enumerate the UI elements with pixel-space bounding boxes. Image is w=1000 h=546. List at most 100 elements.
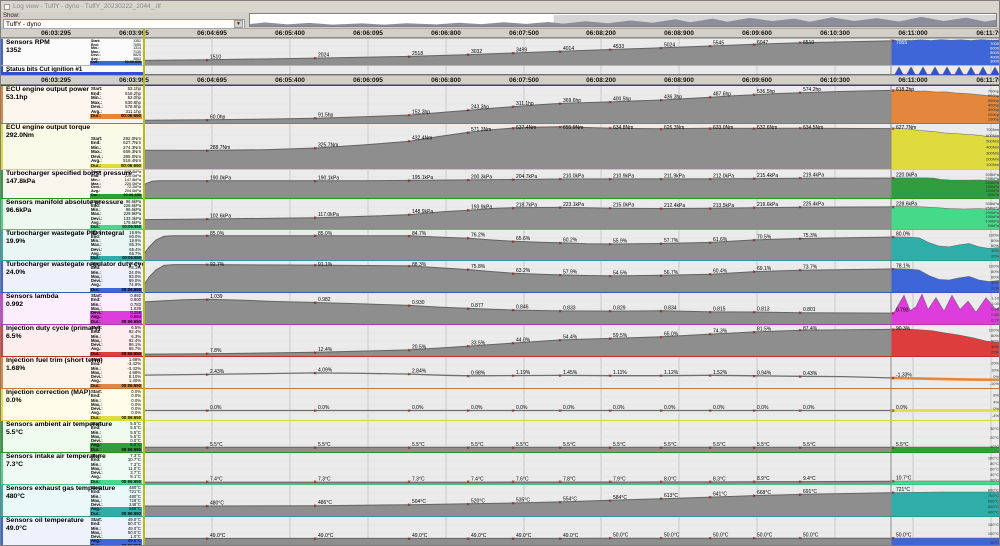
sample-marker: × [892,479,895,484]
sample-value-label: 1.19% [516,370,531,376]
log-overview-strip[interactable] [249,13,997,27]
sample-marker: × [512,341,515,347]
axis-scale-label: 4% [993,399,999,404]
time-tick-label: 06:06:095 [353,30,383,37]
toolbar: Show: TuffY - dyno ▼ [1,12,999,29]
sample-marker: × [408,348,411,354]
sample-value-label: 637.4Nm [516,125,536,131]
axis-scale-label: 300kPa [985,201,999,206]
sample-marker: × [559,500,562,506]
channel-row-injduty: Injection duty cycle (primary) 6.5% Start:… [1,324,999,356]
stat-end: End: 627.7Nm [91,140,141,146]
channel-chart-correction[interactable]: ×0.0%×0.0%×0.0%×0.0%×0.0%×0.0%×0.0%×0.0%… [144,389,999,420]
channel-label-rpm[interactable]: Sensors RPM 1352 Start: 1352 End: 7055 Min.: 13… [1,39,144,65]
sample-value-label: 487.6hp [713,92,731,98]
channel-chart-map[interactable]: ×102.6kPa ×117.0kPa ×148.9kPa ×193.9kPa ×218… [144,199,999,229]
time-ruler-mid[interactable]: 06:03:295 06:03:995 06:04:695 06:05:400 06:0… [1,75,999,85]
sample-value-label: 5.5°C [210,442,223,448]
sample-marker: × [753,206,756,212]
time-tick-label: 06:04:695 [197,77,227,84]
channel-label-correction[interactable]: Injection correction (MAP) 0.0% Start: 0.0%… [1,389,144,420]
sample-value-label: 5.5°C [516,442,529,448]
channel-label-lambda[interactable]: Sensors lambda 0.992 Start: 0.992 End: 0.800 M… [1,293,144,324]
stat-devi: Devi.: 0.0% [91,406,141,412]
sample-marker: × [709,495,712,501]
axis-scale-label: 0.90 [991,307,999,312]
sample-marker: × [559,373,562,379]
channel-chart-power[interactable]: ×60.0hp ×91.5hp ×152.3hp ×243.3hp ×311.1hp ×3… [144,86,999,123]
sample-value-label: 0.0% [757,405,769,411]
axis-scale-label: 800°C [988,488,999,493]
sample-marker: × [206,297,209,303]
channel-chart-intake[interactable]: × 7.4°C × 7.3°C × 7.3°C × 7.4°C × 7.6°C ×7.8°C×7.9… [144,453,999,484]
time-cursor[interactable] [143,28,145,545]
sample-marker: × [206,148,209,154]
sample-marker: × [660,374,663,380]
sample-marker: × [609,536,612,542]
stat-max: Max.: 92.4% [91,337,141,343]
channel-chart-ambient[interactable]: ×5.5°C×5.5°C×5.5°C×5.5°C×5.5°C×5.5°C×5.5… [144,421,999,452]
stat-devi: Devi.: 385.0Nm [91,153,141,159]
channel-chart-lambda[interactable]: ×1.039×0.982×0.930×0.877×0.846×0.833×0.8… [144,293,999,324]
channel-label-power[interactable]: ECU engine output power 53.1hp Start: 53.1h… [1,86,144,123]
sample-value-label: 634.5Nm [803,125,823,131]
chevron-down-icon[interactable]: ▼ [234,20,243,28]
channel-label-ambient[interactable]: Sensors ambient air temperature 5.5°C Star… [1,421,144,452]
channel-label-wgduty[interactable]: Turbocharger wastegate regulator duty cy… [1,261,144,292]
channel-chart-oil[interactable]: ×49.0°C×49.0°C×49.0°C×49.0°C×49.0°C×49.0… [144,517,999,546]
sample-marker: × [206,536,209,542]
time-tick-label: 06:11:700 [976,30,999,37]
stat-avg: Avg.: 65.7% [91,346,141,352]
time-ruler-top[interactable]: 06:03:295 06:03:995 06:04:695 06:05:400 06:0… [1,28,999,38]
stat-avg: Avg.: 5.5°C [90,442,142,448]
sample-marker: × [709,332,712,338]
channel-chart-status[interactable] [144,66,999,75]
channel-label-fueltrim[interactable]: Injection fuel trim (short term) 1.68% Sta… [1,357,144,388]
sample-marker: × [753,270,756,276]
channel-label-status[interactable]: Status bits Cut ignition #10 [1,66,144,75]
channel-label-intake[interactable]: Sensors intake air temperature 7.3°C Start… [1,453,144,484]
sample-marker: × [799,176,802,182]
channel-chart-injduty[interactable]: ×7.8% ×12.4% ×20.5% ×33.5% ×44.0% ×54.4% ×59.5… [144,325,999,356]
stat-start: Start: 147.8kPa [91,170,141,174]
channel-chart-torque[interactable]: ×288.7Nm ×325.7Nm×432.4Nm×571.3Nm × 637.4Nm… [144,124,999,169]
channel-label-map[interactable]: Sensors manifold absolute pressure 96.6kP… [1,199,144,229]
sample-value-label: 54.5% [613,270,628,276]
channel-label-pid[interactable]: Turbocharger wastegate PID integral 19.9%… [1,230,144,260]
channel-chart-boost[interactable]: ×190.0kPa×190.1kPa×195.1kPa×200.3kPa×204… [144,170,999,198]
sample-value-label: 2024 [318,53,329,59]
sample-value-label: 668°C [757,490,771,496]
sample-value-label: 633.0Nm [713,125,733,131]
sample-marker: × [314,263,317,269]
stat-min: Min.: 96.6kPa [91,207,141,213]
channel-current-value: 292.0Nm [6,131,34,139]
sample-value-label: 7.3°C [412,477,425,483]
stat-max: Max.: 630.8hp [91,99,141,105]
sample-value-label: 212.0kPa [713,173,734,179]
sample-value-label: 0.0% [563,405,575,411]
sample-value-label: 5.5°C [318,442,331,448]
channel-label-torque[interactable]: ECU engine output torque 292.0Nm Start: 292… [1,124,144,169]
channel-label-oil[interactable]: Sensors oil temperature 49.0°C Start: 49.0°… [1,517,144,545]
sample-value-label: 49.0°C [210,533,226,539]
channel-label-boost[interactable]: Turbocharger specified boost pressure 147… [1,170,144,198]
time-tick-label: 06:03:995 [119,77,149,84]
channel-chart-wgduty[interactable]: × 92.7% × 91.1% × 88.3%×75.8%×63.2%×57.9%×54.… [144,261,999,292]
channel-label-egt[interactable]: Sensors exhaust gas temperature 480°C Star… [1,485,144,516]
channel-current-value: 1352 [6,46,22,54]
sample-value-label: 584°C [613,495,627,501]
sample-marker: × [609,336,612,342]
sample-value-label: 12.4% [318,347,333,353]
channel-label-injduty[interactable]: Injection duty cycle (primary) 6.5% Start:… [1,325,144,356]
axis-scale-label: 20% [991,349,999,354]
sample-value-label: 70.5% [757,234,772,240]
sample-value-label: 7.3°C [318,477,331,483]
channel-chart-rpm[interactable]: ×1510 ×2024 ×2518 ×3032 ×3499 ×4014 ×4533 ×5024… [144,39,999,65]
channel-chart-egt[interactable]: ×480°C×486°C ×504°C ×520°C ×535°C ×554°C ×584… [144,485,999,516]
sample-value-label: 535°C [516,497,530,503]
channel-chart-pid[interactable]: × 85.0% × 85.0% × 84.7%×76.2%×65.6%×60.2%×55.… [144,230,999,260]
sample-marker: × [206,445,209,451]
channel-chart-fueltrim[interactable]: ×2.43% ×4.09%×2.84%×0.98%×1.19%×1.45%×1.1… [144,357,999,388]
sample-marker: × [467,53,470,59]
axis-scale-label: 700hp [988,88,999,93]
